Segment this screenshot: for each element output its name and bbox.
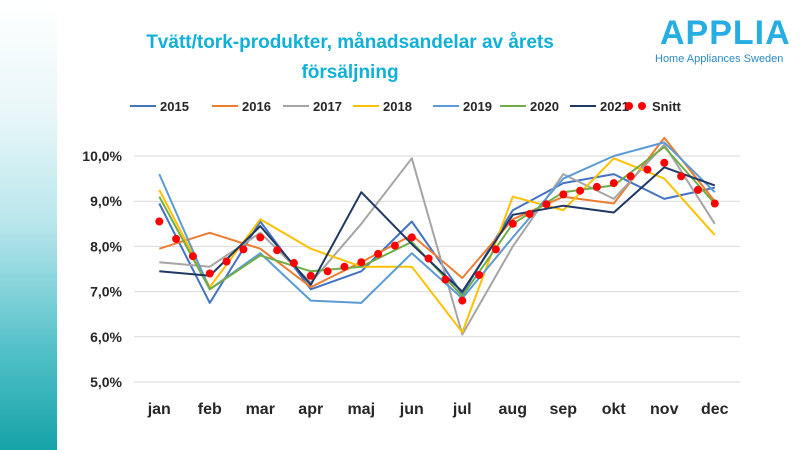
average-point: [508, 219, 517, 228]
average-point: [239, 245, 248, 254]
chart-legend: 2015 2016 2017 2018 2019 2020 2021 Snitt: [130, 99, 682, 114]
x-tick-label: maj: [347, 401, 375, 418]
average-point: [559, 190, 568, 199]
average-point: [643, 165, 652, 174]
series-line-2021: [159, 166, 716, 293]
legend-label-2018: 2018: [383, 99, 412, 114]
side-decoration-band: [0, 0, 57, 450]
x-tick-label: mar: [246, 401, 275, 418]
average-point: [256, 233, 265, 242]
x-tick-label: feb: [198, 401, 222, 418]
y-tick-label: 7,0%: [90, 284, 122, 300]
legend-label-average: Snitt: [652, 99, 682, 114]
average-series: [155, 158, 719, 305]
legend-label-2017: 2017: [313, 99, 342, 114]
logo-subtitle: Home Appliances Sweden: [655, 53, 784, 65]
average-point: [390, 241, 399, 250]
applia-logo: APPLIA Home Appliances Sweden: [648, 14, 791, 66]
x-tick-label: apr: [298, 401, 323, 418]
average-point: [340, 262, 349, 271]
x-tick-label: okt: [602, 401, 627, 418]
average-point: [357, 258, 366, 267]
chart-title-line-2: försäljning: [301, 62, 399, 83]
average-point: [660, 158, 669, 167]
average-point: [306, 271, 315, 280]
average-point: [188, 252, 197, 261]
legend-label-2015: 2015: [160, 99, 189, 114]
average-point: [374, 249, 383, 258]
series-line-2016: [158, 136, 716, 289]
average-point: [172, 234, 181, 243]
average-point: [289, 259, 298, 267]
chart-series: [158, 136, 716, 336]
logo-wordmark: APPLIA: [660, 14, 791, 52]
average-point: [407, 233, 416, 242]
chart-title: Tvätt/tork-produkter, månadsandelar av å…: [100, 28, 600, 88]
x-tick-label: aug: [499, 401, 527, 418]
average-point: [626, 172, 635, 181]
legend-swatch-average: [638, 102, 646, 110]
x-tick-label: sep: [549, 401, 577, 418]
average-point: [424, 254, 433, 263]
x-tick-label: nov: [650, 401, 679, 418]
average-point: [525, 210, 534, 218]
y-tick-label: 6,0%: [90, 329, 122, 345]
average-point: [609, 179, 618, 188]
average-point: [491, 245, 500, 254]
chart-title-line-1: Tvätt/tork-produkter, månadsandelar av å…: [146, 32, 554, 53]
average-point: [475, 271, 484, 279]
legend-label-2016: 2016: [242, 99, 271, 114]
series-line-2019: [158, 141, 716, 304]
x-tick-label: jul: [452, 401, 472, 418]
x-axis-ticks: jan feb mar apr maj jun jul aug sep okt nov dec: [147, 401, 729, 418]
legend-label-2020: 2020: [530, 99, 559, 114]
y-tick-label: 8,0%: [90, 238, 122, 254]
average-point: [458, 296, 467, 305]
average-point: [576, 186, 585, 195]
average-point: [155, 217, 164, 226]
y-tick-label: 9,0%: [90, 193, 122, 209]
average-point: [693, 185, 702, 194]
series-line-2018: [158, 157, 716, 334]
legend-label-2021: 2021: [600, 99, 629, 114]
legend-label-2019: 2019: [463, 99, 492, 114]
series-line-2020: [158, 146, 716, 298]
y-tick-label: 10,0%: [82, 148, 122, 164]
legend-swatch-average: [625, 102, 633, 110]
average-point: [323, 267, 332, 276]
average-point: [677, 172, 686, 181]
x-tick-label: jun: [399, 401, 424, 418]
y-tick-label: 5,0%: [90, 374, 122, 390]
average-point: [222, 257, 231, 266]
average-point: [542, 200, 551, 209]
average-point: [205, 269, 214, 278]
x-tick-label: dec: [701, 401, 729, 418]
average-point: [441, 275, 450, 284]
average-point: [710, 199, 719, 208]
y-axis-ticks: 5,0% 6,0% 7,0% 8,0% 9,0% 10,0%: [82, 148, 122, 390]
series-line-2017: [159, 143, 716, 336]
series-line-2015: [158, 173, 716, 304]
average-point: [273, 246, 282, 255]
x-tick-label: jan: [147, 401, 171, 418]
average-point: [592, 182, 601, 191]
